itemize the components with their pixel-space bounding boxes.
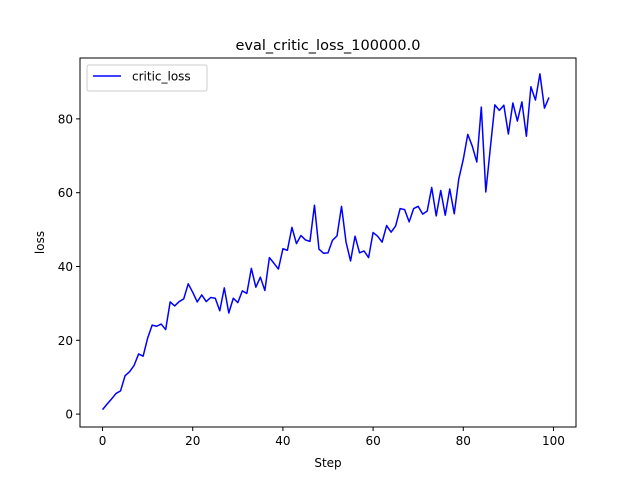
chart-title: eval_critic_loss_100000.0 xyxy=(235,38,420,54)
y-tick-label: 0 xyxy=(65,408,73,422)
y-tick-label: 60 xyxy=(58,186,73,200)
y-axis-ticks: 0 20 40 60 80 xyxy=(58,112,80,422)
legend-label-critic-loss: critic_loss xyxy=(132,70,191,84)
x-tick-label: 40 xyxy=(275,434,290,448)
x-tick-label: 0 xyxy=(99,434,107,448)
y-tick-label: 20 xyxy=(58,334,73,348)
plot-area-background xyxy=(80,58,576,427)
y-tick-label: 40 xyxy=(58,260,73,274)
series-line-critic-loss xyxy=(101,73,550,411)
plot-frame xyxy=(79,57,577,428)
y-axis-label: loss xyxy=(33,231,47,254)
x-tick-label: 20 xyxy=(185,434,200,448)
series-layer xyxy=(101,73,550,411)
x-axis-ticks: 0 20 40 60 80 100 xyxy=(99,427,565,448)
x-tick-label: 80 xyxy=(456,434,471,448)
legend: critic_loss xyxy=(86,64,208,92)
x-tick-label: 100 xyxy=(542,434,565,448)
x-tick-label: 60 xyxy=(365,434,380,448)
y-tick-label: 80 xyxy=(58,112,73,126)
x-axis-label: Step xyxy=(314,456,341,470)
legend-box xyxy=(86,64,208,92)
